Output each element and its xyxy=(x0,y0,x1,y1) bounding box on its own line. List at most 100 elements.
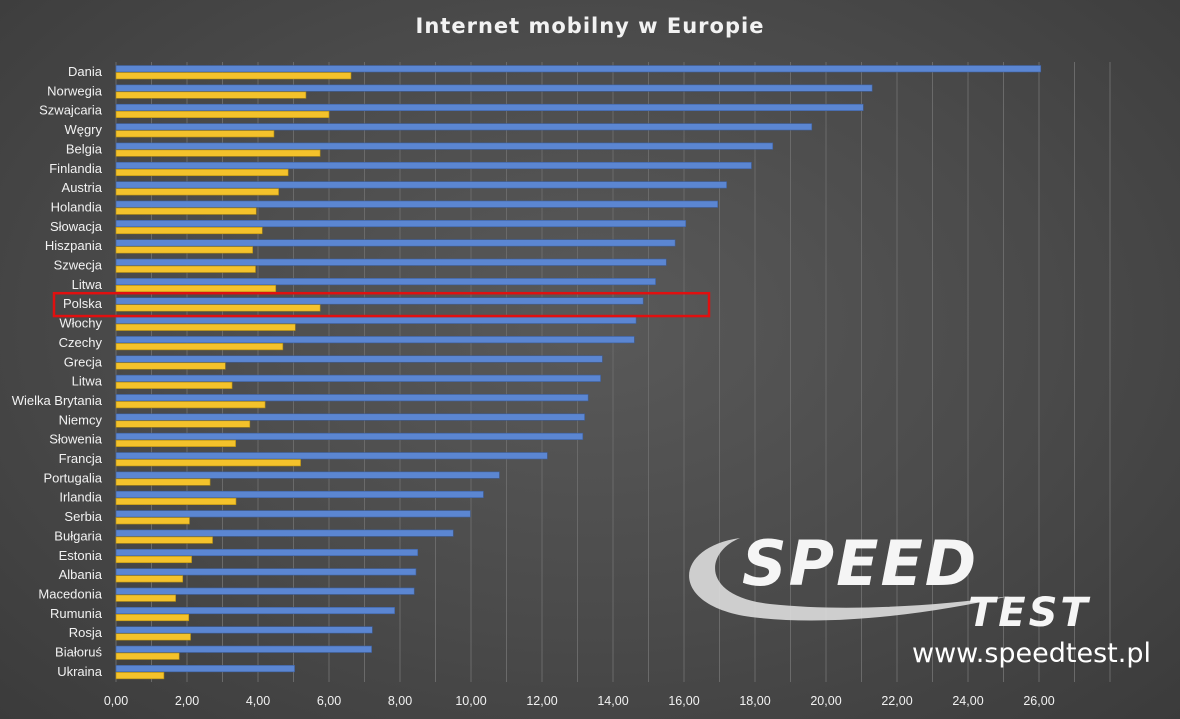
category-label: Estonia xyxy=(59,548,103,563)
bar-series-1 xyxy=(115,432,584,440)
category-label: Hiszpania xyxy=(45,238,103,253)
bar-series-1 xyxy=(115,665,295,673)
bar-series-2 xyxy=(115,130,275,138)
category-label: Litwa xyxy=(72,277,103,292)
bar-series-2 xyxy=(115,439,236,447)
x-tick-label: 22,00 xyxy=(881,694,912,708)
bar-series-2 xyxy=(115,555,192,564)
x-tick-label: 18,00 xyxy=(739,694,770,708)
bar-series-1 xyxy=(115,220,687,228)
x-axis-tick-labels: 0,00 2,00 4,00 6,00 8,00 10,00 12,00 14,00 16,00… xyxy=(104,694,1055,708)
bar-series-1 xyxy=(115,142,774,150)
bar-series-2 xyxy=(115,594,176,602)
bar-series-1 xyxy=(115,413,585,421)
x-tick-label: 14,00 xyxy=(597,694,628,708)
category-label: Włochy xyxy=(59,316,102,331)
category-label: Irlandia xyxy=(59,490,102,505)
x-tick-label: 4,00 xyxy=(246,694,270,708)
bar-series-2 xyxy=(115,652,180,660)
bar-series-1 xyxy=(115,316,637,324)
bar-series-2 xyxy=(115,285,277,293)
bar-series-1 xyxy=(115,394,589,402)
category-label: Rumunia xyxy=(50,606,103,621)
speedtest-logo: SPEED TEST xyxy=(689,527,1088,636)
bar-series-1 xyxy=(115,200,719,208)
bar-series-1 xyxy=(115,181,727,189)
bar-series-1 xyxy=(115,606,395,615)
bar-series-2 xyxy=(115,110,330,118)
watermark-url: www.speedtest.pl xyxy=(912,638,1151,669)
category-label: Belgia xyxy=(66,141,103,156)
bar-series-2 xyxy=(115,227,263,235)
x-tick-label: 10,00 xyxy=(455,694,486,708)
category-label: Szwecja xyxy=(54,258,103,273)
category-label: Białoruś xyxy=(55,645,102,660)
category-label: Macedonia xyxy=(38,586,102,601)
bar-series-1 xyxy=(115,258,667,266)
bar-series-1 xyxy=(115,452,548,460)
bar-series-1 xyxy=(115,374,601,382)
x-tick-label: 8,00 xyxy=(388,694,412,708)
bar-series-2 xyxy=(115,633,191,641)
category-label: Grecja xyxy=(64,354,103,369)
category-label: Czechy xyxy=(59,335,103,350)
bar-series-1 xyxy=(115,587,415,595)
bar-series-2 xyxy=(115,72,352,80)
bar-series-1 xyxy=(115,626,373,634)
category-label: Holandia xyxy=(51,199,103,214)
bar-series-2 xyxy=(115,575,184,583)
category-label: Albania xyxy=(59,567,103,582)
bar-series-2 xyxy=(115,401,266,409)
category-label: Finlandia xyxy=(49,161,103,176)
bar-series-2 xyxy=(115,91,307,99)
bar-series-2 xyxy=(115,188,279,196)
x-tick-label: 0,00 xyxy=(104,694,128,708)
bar-series-2 xyxy=(115,381,233,389)
x-tick-label: 6,00 xyxy=(317,694,341,708)
bar-series-2 xyxy=(115,207,257,215)
bar-series-2 xyxy=(115,304,321,312)
bar-series-1 xyxy=(115,529,454,537)
category-label: Słowenia xyxy=(49,432,103,447)
x-tick-label: 12,00 xyxy=(526,694,557,708)
bar-series-1 xyxy=(115,123,813,131)
x-tick-label: 2,00 xyxy=(175,694,199,708)
bar-series-1 xyxy=(115,84,873,92)
category-label: Serbia xyxy=(64,509,102,524)
category-label: Portugalia xyxy=(43,470,102,485)
chart-title: Internet mobilny w Europie xyxy=(415,14,765,38)
bar-series-1 xyxy=(115,471,500,479)
category-label: Bułgaria xyxy=(54,528,102,543)
category-label: Francja xyxy=(59,451,103,466)
bar-series-2 xyxy=(115,613,190,622)
bar-series-2 xyxy=(115,149,321,157)
bar-series-1 xyxy=(115,336,635,344)
category-labels: Dania Norwegia Szwajcaria Węgry Belgia Finlan… xyxy=(12,64,103,679)
category-label: Niemcy xyxy=(59,412,103,427)
bar-series-1 xyxy=(115,161,752,170)
x-tick-label: 24,00 xyxy=(952,694,983,708)
bar-series-1 xyxy=(115,645,372,653)
bar-series-1 xyxy=(115,510,471,518)
category-label: Polska xyxy=(63,296,103,311)
logo-swoosh-icon xyxy=(689,538,1010,621)
bar-series-2 xyxy=(115,672,165,680)
bars xyxy=(115,65,1042,680)
bar-series-2 xyxy=(115,420,251,428)
bar-series-2 xyxy=(115,536,213,544)
bar-series-2 xyxy=(115,265,256,273)
category-label: Wielka Brytania xyxy=(12,393,103,408)
bar-series-2 xyxy=(115,168,289,177)
x-tick-label: 20,00 xyxy=(810,694,841,708)
bar-series-1 xyxy=(115,490,484,499)
bar-series-1 xyxy=(115,103,864,111)
category-label: Austria xyxy=(62,180,103,195)
bar-series-2 xyxy=(115,478,211,486)
bar-series-2 xyxy=(115,246,253,254)
category-label: Słowacja xyxy=(50,219,103,234)
bar-series-1 xyxy=(115,355,603,363)
bar-series-1 xyxy=(115,239,676,247)
category-label: Ukraina xyxy=(57,664,103,679)
bar-series-1 xyxy=(115,568,417,576)
